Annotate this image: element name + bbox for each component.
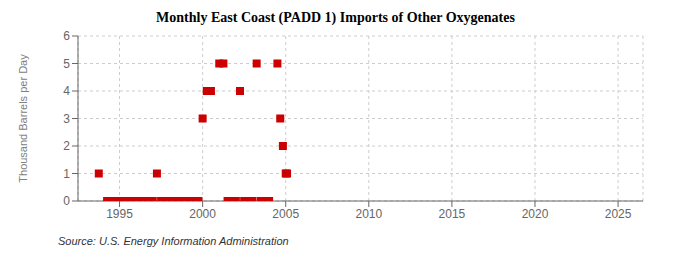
svg-text:5: 5 <box>63 57 70 71</box>
svg-text:2: 2 <box>63 139 70 153</box>
svg-text:2005: 2005 <box>272 207 299 221</box>
svg-text:2015: 2015 <box>439 207 466 221</box>
svg-text:Thousand Barrels per Day: Thousand Barrels per Day <box>17 54 29 183</box>
svg-text:2010: 2010 <box>355 207 382 221</box>
svg-text:4: 4 <box>63 84 70 98</box>
svg-text:3: 3 <box>63 112 70 126</box>
html-text:Source: U.S. Energy Informatio: Source: U.S. Energy Information Administ… <box>58 235 289 247</box>
svg-text:2000: 2000 <box>189 207 216 221</box>
svg-text:0: 0 <box>63 194 70 208</box>
svg-text:1: 1 <box>63 167 70 181</box>
svg-text:2020: 2020 <box>522 207 549 221</box>
svg-text:2025: 2025 <box>605 207 632 221</box>
svg-text:1995: 1995 <box>106 207 133 221</box>
html-text:Monthly East Coast (PADD 1) Im: Monthly East Coast (PADD 1) Imports of O… <box>156 10 515 25</box>
svg-text:6: 6 <box>63 29 70 43</box>
